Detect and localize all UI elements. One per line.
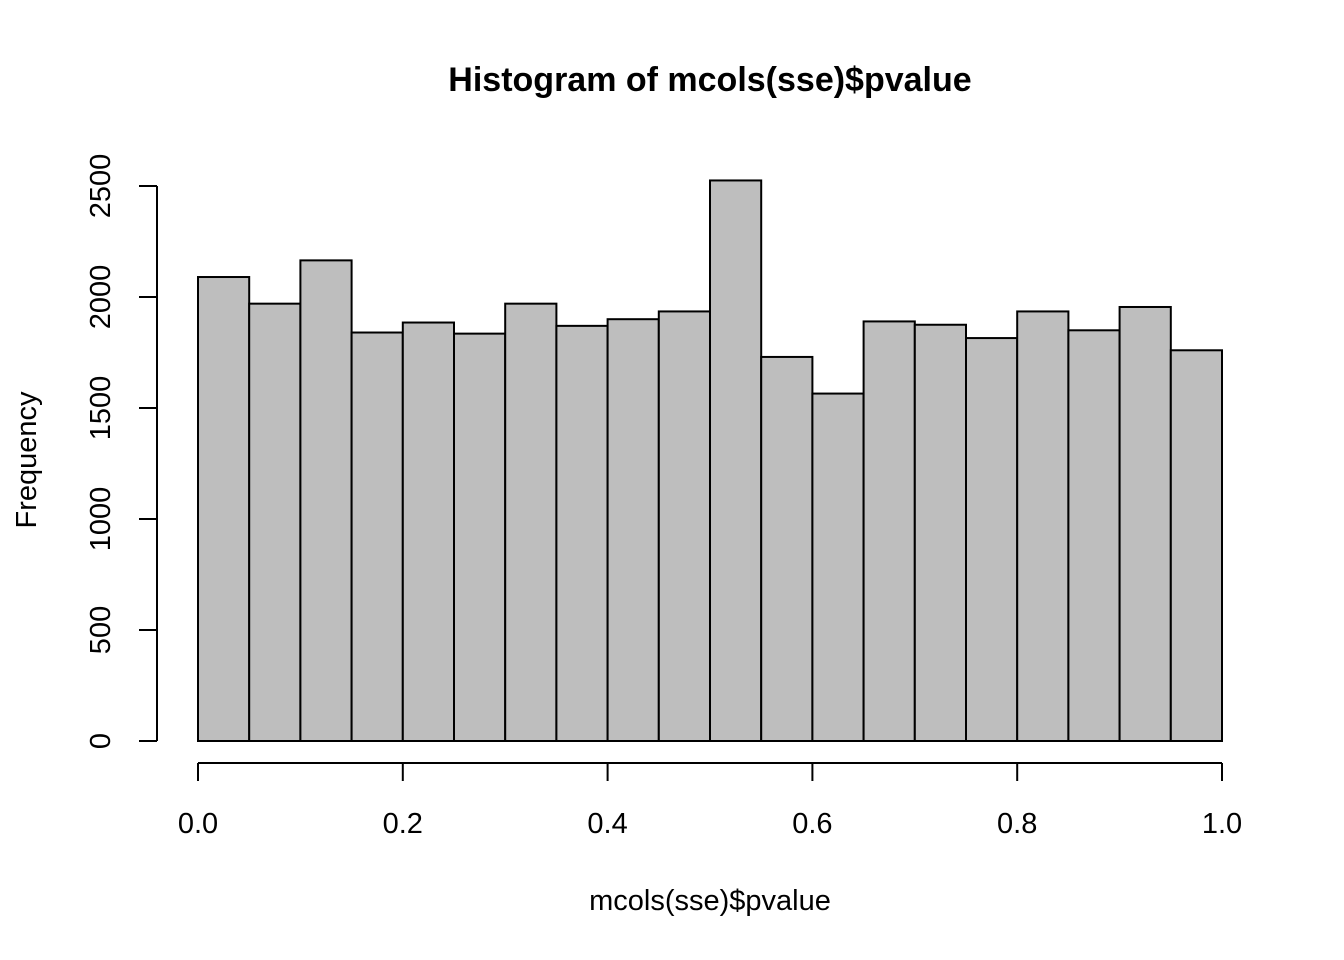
x-tick-label: 0.6 [792,808,832,840]
histogram-bar [555,324,609,742]
y-tick-label: 1000 [85,487,117,552]
histogram-bar [862,320,916,742]
chart-title: Histogram of mcols(sse)$pvalue [448,61,971,99]
x-tick-label: 0.4 [587,808,627,840]
histogram-bar [709,179,763,742]
bars-group [197,179,1224,742]
x-axis: 0.0 0.2 0.4 0.6 0.8 1.0 [178,762,1242,840]
y-axis-title: Frequency [11,391,43,529]
y-tick-label: 2000 [85,265,117,330]
histogram-bar [401,321,455,742]
histogram-bar [504,302,558,742]
y-tick-label: 0 [85,733,117,749]
histogram-bar [350,331,404,742]
histogram-bar [760,355,814,742]
histogram-bar [1118,305,1172,742]
histogram-bar [1169,349,1224,742]
x-tick-label: 0.0 [178,808,218,840]
histogram-bar [197,276,251,742]
x-axis-title: mcols(sse)$pvalue [589,885,831,917]
y-tick-label: 500 [85,606,117,654]
histogram-bar [453,332,507,742]
histogram-bar [248,302,302,742]
histogram-bar [965,337,1019,742]
x-tick-label: 0.8 [997,808,1037,840]
y-tick-label: 1500 [85,376,117,441]
x-tick-label: 0.2 [383,808,423,840]
histogram-bar [299,259,353,742]
histogram-bar [657,310,711,742]
histogram-bar [1067,329,1121,742]
y-axis: 0 500 1000 1500 2000 2500 [85,154,158,749]
histogram-bar [811,392,865,742]
histogram-bar [913,323,967,742]
histogram-bar [606,318,660,742]
y-tick-label: 2500 [85,154,117,219]
x-tick-label: 1.0 [1202,808,1242,840]
histogram-bar [1016,310,1070,742]
